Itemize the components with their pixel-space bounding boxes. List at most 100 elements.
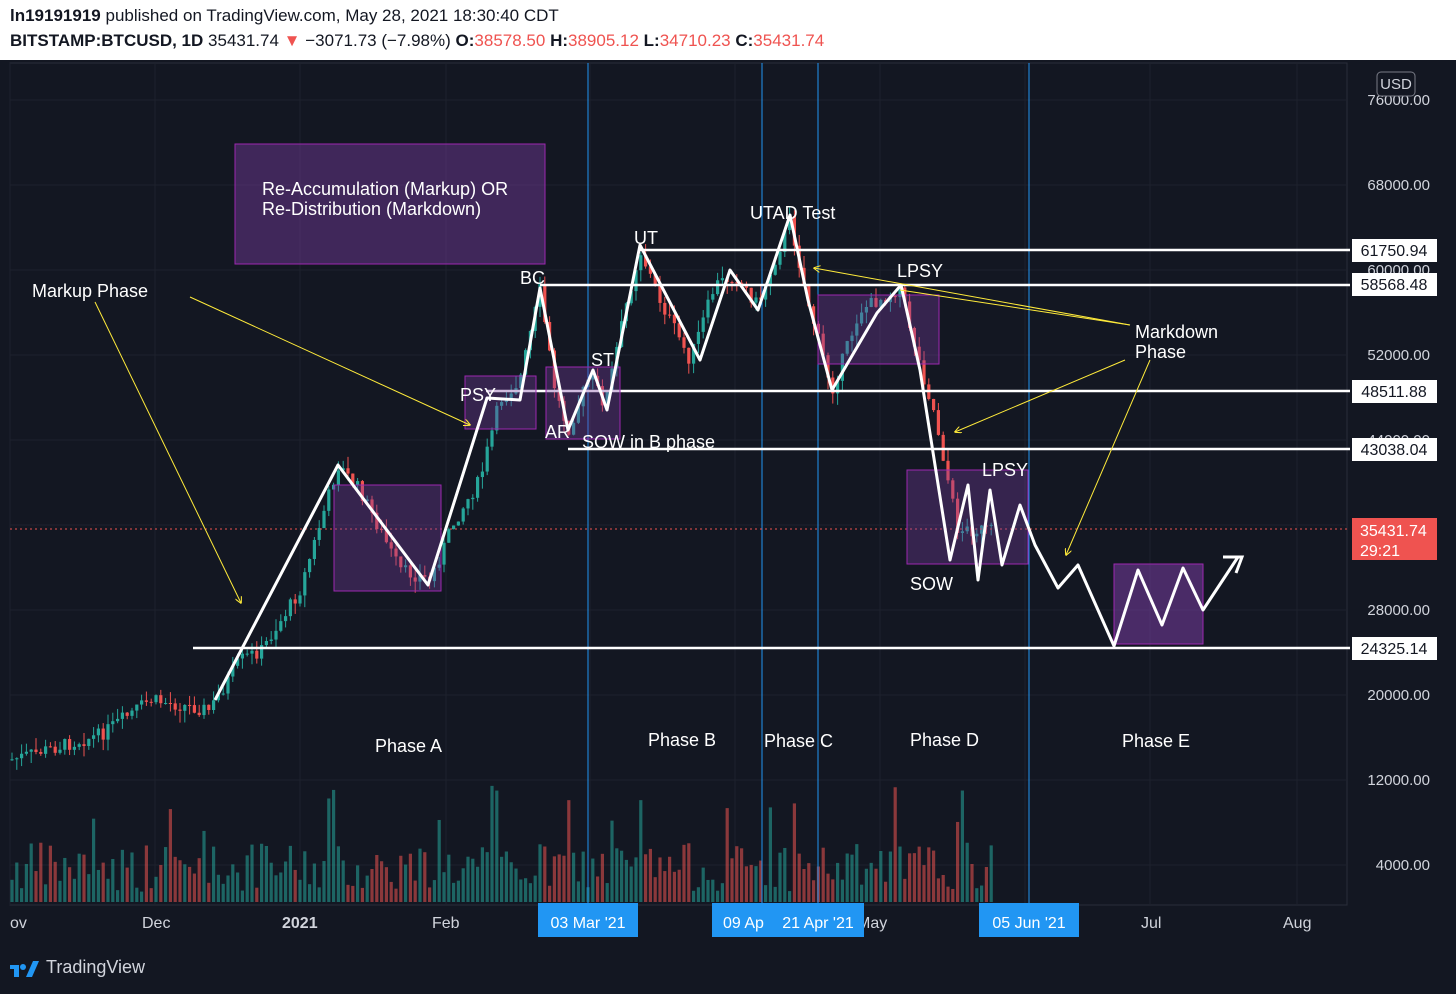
label-ar: AR <box>545 422 570 442</box>
candle-body <box>480 471 484 478</box>
candle-body <box>936 410 940 435</box>
tag-43038: 43038.04 <box>1361 442 1428 459</box>
candle-body <box>327 489 331 511</box>
candle-body <box>653 273 657 286</box>
ytick-label: 4000.00 <box>1376 857 1430 874</box>
volume-bar <box>399 855 403 902</box>
volume-bar <box>164 847 168 902</box>
volume-bar <box>932 850 936 902</box>
candle-body <box>764 286 768 300</box>
low-value: 34710.23 <box>659 31 731 50</box>
candle-body <box>572 422 576 435</box>
volume-bar <box>826 873 830 902</box>
label-phase-b: Phase B <box>648 730 716 750</box>
candle-body <box>192 705 196 713</box>
volume-bar <box>711 879 715 902</box>
candle-body <box>164 702 168 704</box>
volume-bar <box>317 887 321 902</box>
volume-bar <box>864 868 868 902</box>
volume-bar <box>855 844 859 902</box>
xtick-2021: 2021 <box>282 915 318 932</box>
volume-bar <box>591 858 595 902</box>
candle-body <box>351 473 355 485</box>
volume-bar <box>428 887 432 902</box>
candle-body <box>701 317 705 332</box>
volume-bar <box>207 882 211 902</box>
candle-body <box>706 299 710 318</box>
volume-bar <box>15 862 19 902</box>
label-phase-e: Phase E <box>1122 731 1190 751</box>
volume-bar <box>893 787 897 902</box>
candle-body <box>490 430 494 447</box>
low-label: L: <box>643 31 660 50</box>
volume-bar <box>442 872 446 902</box>
volume-bar <box>658 857 662 902</box>
volume-bar <box>922 865 926 902</box>
candle-body <box>845 341 849 354</box>
volume-bar <box>500 856 504 902</box>
candle-body <box>149 701 153 703</box>
candle-body <box>380 529 384 531</box>
volume-bar <box>260 843 264 902</box>
volume-bar <box>620 850 624 902</box>
plot-area[interactable] <box>9 62 1348 906</box>
currency-badge-box[interactable] <box>1376 71 1416 97</box>
author-name[interactable]: ln19191919 <box>10 6 101 25</box>
candle-body <box>236 658 240 666</box>
volume-bar <box>413 880 417 902</box>
volume-bar <box>68 867 72 902</box>
candle-body <box>168 702 172 704</box>
date-tag-apr21: 21 Apr '21 <box>782 915 854 932</box>
date-tag-bg-apr21 <box>772 903 864 937</box>
candle-body <box>951 480 955 499</box>
candle-body <box>471 497 475 500</box>
volume-bar <box>524 878 528 902</box>
volume-bar <box>850 854 854 902</box>
volume-bar <box>941 875 945 902</box>
candle-body <box>399 556 403 568</box>
tag-bg-43038 <box>1352 438 1437 461</box>
candle-body <box>303 572 307 596</box>
candle-body <box>442 542 446 565</box>
volume-bar <box>557 854 561 902</box>
candle-body <box>768 274 772 287</box>
volume-bar <box>802 869 806 902</box>
volume-bar <box>975 888 979 902</box>
volume-bar <box>548 885 552 902</box>
candle-body <box>312 539 316 559</box>
volume-bar <box>192 873 196 902</box>
volume-bar <box>404 864 408 902</box>
volume-bar <box>716 890 720 902</box>
candle-body <box>144 700 148 702</box>
tradingview-logo[interactable]: TradingView <box>10 957 145 978</box>
candle-body <box>231 665 235 677</box>
candle-body <box>29 749 33 752</box>
candle-body <box>44 746 48 754</box>
volume-bar <box>327 798 331 902</box>
candle-body <box>960 531 964 533</box>
price-chart[interactable]: Markup Phase Re-Accumulation (Markup) OR… <box>0 60 1456 944</box>
candle-body <box>807 285 811 307</box>
volume-bar <box>706 879 710 902</box>
candle-body <box>308 558 312 573</box>
candle-body <box>730 282 734 284</box>
grid <box>9 63 1347 905</box>
candle-body <box>394 548 398 557</box>
currency-badge[interactable]: USD <box>1376 71 1416 97</box>
candle-body <box>106 724 110 740</box>
date-tag-bg-mar03 <box>538 903 638 937</box>
volume-bar <box>34 871 38 902</box>
price-axis[interactable]: 76000.0068000.0060000.0052000.0044000.00… <box>1367 92 1430 874</box>
candle-body <box>212 700 216 711</box>
candle-body <box>576 406 580 423</box>
candle-body <box>831 377 835 394</box>
candle-body <box>197 712 201 716</box>
volume-bar <box>749 864 753 902</box>
time-axis[interactable]: ov Dec 2021 Feb May Jul Aug 03 Mar '21 0… <box>10 903 1311 937</box>
candle-body <box>965 526 969 532</box>
date-markers <box>587 63 1030 905</box>
volume-bar <box>610 820 614 902</box>
volume-bar <box>437 819 441 902</box>
tag-bg-24325 <box>1352 637 1437 660</box>
volume-bar <box>135 887 139 902</box>
